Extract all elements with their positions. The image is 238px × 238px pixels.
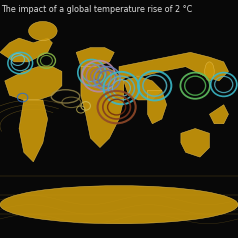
Polygon shape <box>81 67 124 148</box>
Polygon shape <box>76 48 114 67</box>
Ellipse shape <box>29 21 57 40</box>
Polygon shape <box>181 129 209 157</box>
Polygon shape <box>19 100 48 162</box>
Text: The impact of a global temperature rise of 2 °C: The impact of a global temperature rise … <box>1 5 193 14</box>
Polygon shape <box>124 76 162 100</box>
Ellipse shape <box>205 62 214 81</box>
Polygon shape <box>5 67 62 100</box>
Polygon shape <box>209 105 228 124</box>
Ellipse shape <box>0 186 238 224</box>
Polygon shape <box>148 90 167 124</box>
Polygon shape <box>119 52 228 81</box>
Polygon shape <box>0 38 52 62</box>
